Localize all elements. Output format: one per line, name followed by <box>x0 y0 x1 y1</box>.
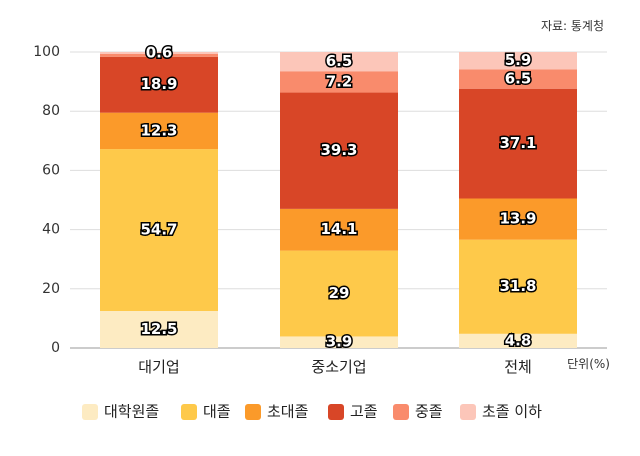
bar-segment <box>280 71 398 93</box>
data-label: 39.3 <box>320 141 357 159</box>
x-category-label: 대기업 <box>138 358 179 376</box>
bar-segment <box>280 250 398 337</box>
x-category-label: 중소기업 <box>311 358 366 376</box>
data-label: 12.5 <box>140 320 177 338</box>
data-label: 13.9 <box>499 210 536 228</box>
data-label: 29 <box>329 284 350 302</box>
legend-label: 대졸 <box>203 403 231 421</box>
data-label: 7.2 <box>326 72 353 90</box>
unit-label: 단위(%) <box>567 357 610 371</box>
legend-label: 초졸 이하 <box>482 403 542 421</box>
bar-segment <box>100 311 218 348</box>
legend-swatch <box>328 404 344 420</box>
bar-segment <box>280 208 398 251</box>
bar-segment <box>100 52 218 54</box>
y-tick-label: 0 <box>51 340 60 356</box>
x-category-label: 전체 <box>504 358 532 376</box>
data-label: 14.1 <box>320 220 357 238</box>
data-label: 54.7 <box>140 221 177 239</box>
bar-segment <box>459 88 577 199</box>
legend-swatch <box>460 404 476 420</box>
bar-segment <box>459 198 577 240</box>
y-tick-label: 100 <box>33 44 60 60</box>
bar-segment <box>280 336 398 348</box>
bar-segment <box>100 56 218 113</box>
legend-swatch <box>82 404 98 420</box>
bar-segment <box>459 239 577 334</box>
bar-segment <box>459 69 577 89</box>
legend-label: 중졸 <box>415 403 443 421</box>
legend-label: 고졸 <box>350 403 378 421</box>
bar-segment <box>100 112 218 150</box>
legend-swatch <box>245 404 261 420</box>
data-label: 5.9 <box>505 51 532 69</box>
data-label: 12.3 <box>140 121 177 139</box>
legend-swatch <box>393 404 409 420</box>
bar-segment <box>100 53 218 57</box>
y-tick-label: 20 <box>42 281 60 297</box>
bar-segment <box>459 52 577 70</box>
y-tick-label: 40 <box>42 222 60 238</box>
bar-segment <box>459 333 577 348</box>
data-label: 37.1 <box>499 134 536 152</box>
legend-label: 대학원졸 <box>104 403 159 421</box>
data-label: 3.9 <box>326 333 353 351</box>
data-label: 6.5 <box>326 52 353 70</box>
source-note: 자료: 통계청 <box>541 19 604 33</box>
bar-segment <box>280 52 398 72</box>
data-label: 31.8 <box>499 277 536 295</box>
data-label: 18.9 <box>140 75 177 93</box>
legend-label: 초대졸 <box>267 403 308 421</box>
y-tick-label: 80 <box>42 103 60 119</box>
data-label: 4.8 <box>505 331 532 349</box>
y-tick-label: 60 <box>42 162 60 178</box>
legend-swatch <box>181 404 197 420</box>
data-label: 6.5 <box>505 70 532 88</box>
bar-segment <box>280 92 398 209</box>
data-label: 0.6 <box>146 43 173 61</box>
bar-segment <box>100 149 218 311</box>
